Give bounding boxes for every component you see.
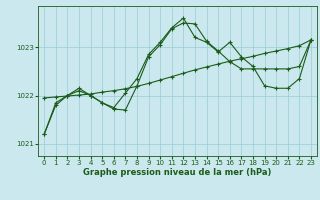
- X-axis label: Graphe pression niveau de la mer (hPa): Graphe pression niveau de la mer (hPa): [84, 168, 272, 177]
